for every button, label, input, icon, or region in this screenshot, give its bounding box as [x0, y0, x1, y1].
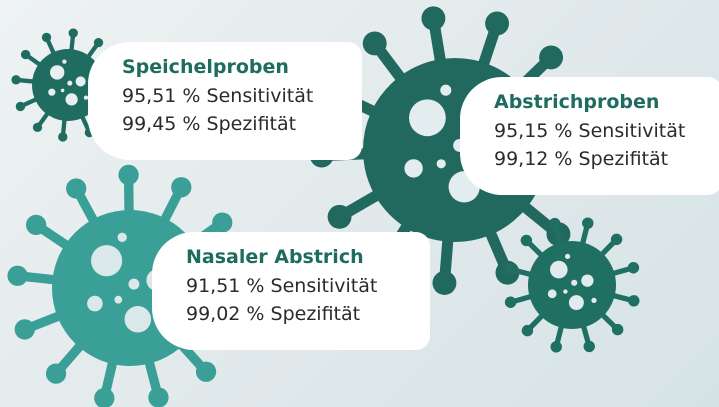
- virus-spot: [563, 289, 567, 293]
- virus-spike-tip: [118, 165, 138, 185]
- card: Abstrichproben 95,15 % Sensitivität 99,1…: [460, 77, 719, 195]
- virus-spot: [48, 89, 55, 96]
- virus-spike-tip: [522, 325, 533, 336]
- card-line: 99,02 % Spezifität: [186, 300, 430, 328]
- virus-spot: [50, 65, 64, 79]
- virus-spot: [128, 279, 139, 290]
- virus-spot: [565, 254, 570, 259]
- virus-spike-tip: [21, 50, 30, 59]
- virus-spot: [91, 245, 122, 276]
- virus-spike-tip: [15, 319, 35, 339]
- virus-spike-tip: [94, 388, 114, 407]
- virus-spot: [67, 81, 72, 86]
- virus-spike-tip: [612, 324, 623, 335]
- virus-spike-tip: [539, 45, 563, 69]
- virus-spike-tip: [33, 123, 42, 132]
- virus-spike-tip: [94, 38, 103, 47]
- virus-spike-tip: [212, 212, 232, 232]
- card-title: Nasaler Abstrich: [186, 246, 430, 268]
- virus-spike-tip: [42, 33, 51, 42]
- card: Nasaler Abstrich 91,51 % Sensitivität 99…: [152, 232, 430, 350]
- virus-spike-tip: [148, 387, 168, 407]
- virus-spike-tip: [16, 102, 25, 111]
- virus-spike-tip: [26, 215, 46, 235]
- virus-spot: [404, 159, 422, 177]
- virus-spot: [61, 89, 65, 93]
- virus-spike-tip: [196, 362, 216, 382]
- virus-spike-tip: [58, 132, 67, 141]
- virus-spike-tip: [521, 235, 532, 246]
- virus-spot: [581, 274, 593, 286]
- card-line: 95,51 % Sensitivität: [122, 82, 362, 110]
- card-title: Abstrichproben: [494, 91, 719, 113]
- virus-spot: [591, 298, 596, 303]
- virus-spike-tip: [328, 205, 352, 229]
- virus-spike-tip: [421, 6, 445, 30]
- card-line: 95,15 % Sensitivität: [494, 117, 719, 145]
- virus-spike-tip: [628, 295, 639, 306]
- virus-spike-tip: [7, 266, 27, 286]
- virus-spike-tip: [69, 28, 78, 37]
- virus-spot: [437, 159, 446, 168]
- virus-spot: [550, 261, 568, 279]
- virus-spot: [571, 280, 577, 286]
- virus-spike-tip: [549, 218, 560, 229]
- virus-spot: [114, 296, 122, 304]
- virus-spike-tip: [504, 263, 515, 274]
- card-line: 91,51 % Sensitivität: [186, 272, 430, 300]
- virus-spike-tip: [550, 341, 561, 352]
- infographic: Speichelproben 95,51 % Sensitivität 99,4…: [0, 0, 719, 407]
- virus-spike-tip: [485, 11, 509, 35]
- virus-spike-tip: [505, 297, 516, 308]
- virus-spot: [125, 306, 152, 333]
- virus-spike-tip: [432, 271, 456, 295]
- virus-body: [528, 241, 616, 329]
- virus-spot: [409, 99, 446, 136]
- card: Speichelproben 95,51 % Sensitivität 99,4…: [88, 42, 362, 160]
- virus-spot: [569, 295, 584, 310]
- card-line: 99,12 % Spezifität: [494, 145, 719, 173]
- virus-spot: [118, 233, 127, 242]
- virus-spike-tip: [66, 178, 86, 198]
- virus-spot: [548, 289, 557, 298]
- virus: [504, 217, 639, 352]
- virus-spot: [65, 93, 77, 105]
- virus-spike-tip: [46, 363, 66, 383]
- virus-spike-tip: [11, 75, 20, 84]
- card-title: Speichelproben: [122, 56, 362, 78]
- virus-spike-tip: [171, 177, 191, 197]
- virus-spike-tip: [582, 217, 593, 228]
- card-line: 99,45 % Spezifität: [122, 110, 362, 138]
- virus-spot: [62, 59, 66, 63]
- virus-spot: [440, 85, 451, 96]
- virus-spike-tip: [584, 341, 595, 352]
- virus-spike-tip: [363, 32, 387, 56]
- virus-spike-tip: [628, 262, 639, 273]
- virus-spot: [87, 296, 103, 312]
- virus-spike-tip: [611, 234, 622, 245]
- virus-spot: [76, 76, 86, 86]
